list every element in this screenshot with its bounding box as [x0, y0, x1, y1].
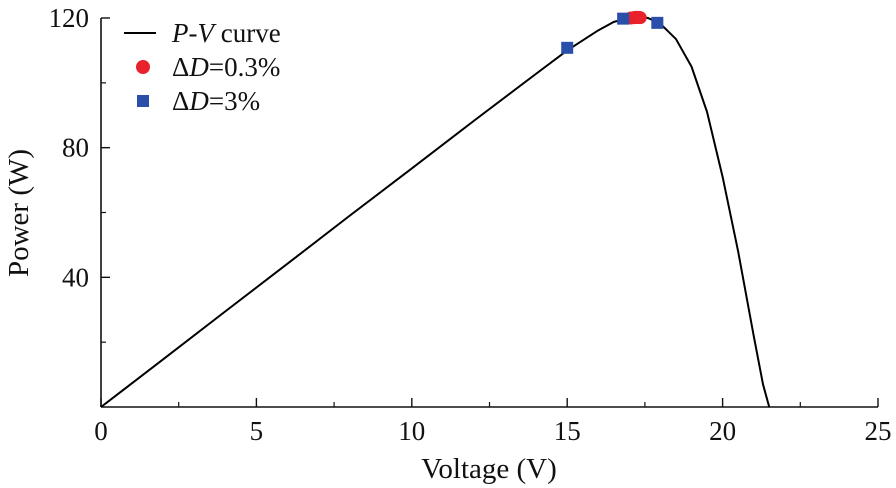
legend-square-swatch	[137, 95, 149, 107]
legend-label: P-V curve	[171, 18, 281, 48]
legend-label: ΔD=0.3%	[172, 52, 280, 82]
y-tick-label: 80	[62, 133, 89, 163]
axes: 0 5 10 15 20 25 40 80 120	[49, 3, 892, 446]
y-tick-label: 40	[62, 262, 89, 292]
x-tick-label: 5	[250, 416, 264, 446]
plot-area	[100, 10, 771, 408]
legend-circle-swatch	[136, 60, 150, 74]
x-tick-label: 25	[865, 416, 892, 446]
legend: P-V curve ΔD=0.3% ΔD=3%	[124, 18, 281, 116]
y-axis-title: Power (W)	[3, 149, 35, 277]
legend-label: ΔD=3%	[172, 86, 260, 116]
x-axis-title: Voltage (V)	[421, 453, 557, 485]
marker-dd-3-point	[651, 16, 664, 29]
x-tick-label: 15	[554, 416, 581, 446]
marker-dd-0-3-point	[633, 11, 647, 25]
x-tick-label: 10	[398, 416, 425, 446]
x-tick-label: 20	[709, 416, 736, 446]
x-tick-label: 0	[94, 416, 108, 446]
marker-dd-3-point	[617, 12, 630, 25]
marker-dd-3-point	[561, 41, 574, 54]
y-tick-label: 120	[49, 3, 90, 33]
